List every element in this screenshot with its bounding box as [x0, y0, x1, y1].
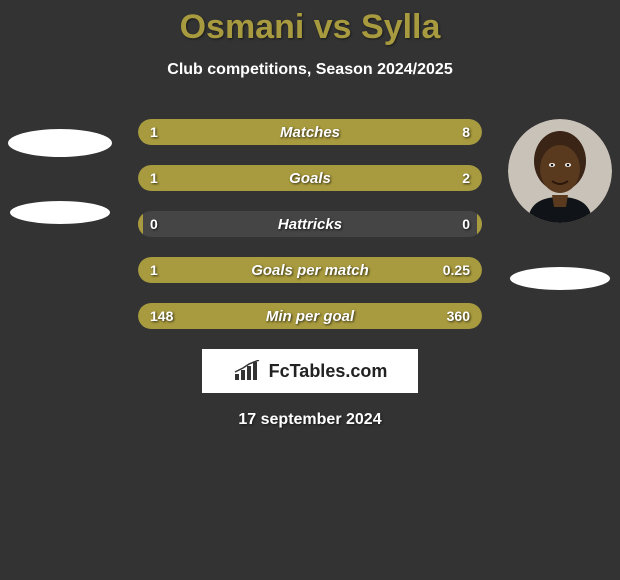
avatar-right	[508, 119, 612, 223]
logo-chart-icon	[233, 360, 263, 382]
flag-right-placeholder	[510, 267, 610, 290]
stat-row-4: 148360Min per goal	[138, 303, 482, 329]
logo-box: FcTables.com	[202, 349, 418, 393]
stat-row-3: 10.25Goals per match	[138, 257, 482, 283]
stat-label: Hattricks	[138, 211, 482, 237]
avatar-right-image	[508, 119, 612, 223]
page-title: Osmani vs Sylla	[0, 0, 620, 47]
avatar-left-placeholder	[8, 129, 112, 157]
stat-row-1: 12Goals	[138, 165, 482, 191]
date: 17 september 2024	[0, 411, 620, 429]
logo-text: FcTables.com	[269, 361, 388, 382]
stat-row-0: 18Matches	[138, 119, 482, 145]
stat-label: Goals	[138, 165, 482, 191]
comparison-content: 18Matches 12Goals 00Hattricks 10.25Goals pe…	[0, 119, 620, 429]
player-right	[508, 119, 612, 290]
subtitle: Club competitions, Season 2024/2025	[0, 61, 620, 79]
stat-label: Min per goal	[138, 303, 482, 329]
stat-row-2: 00Hattricks	[138, 211, 482, 237]
player-left	[8, 119, 112, 224]
stat-label: Matches	[138, 119, 482, 145]
stat-label: Goals per match	[138, 257, 482, 283]
flag-left-placeholder	[10, 201, 110, 224]
stats-bars: 18Matches 12Goals 00Hattricks 10.25Goals pe…	[138, 119, 482, 329]
